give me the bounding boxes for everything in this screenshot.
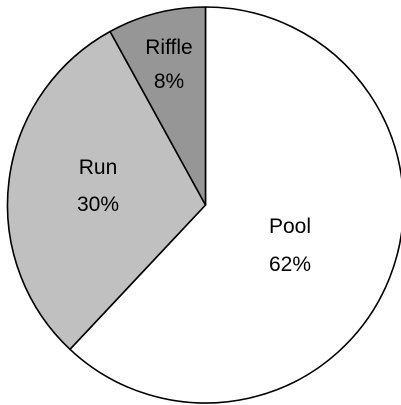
slice-value-pool: 62% [269, 253, 311, 276]
slice-value-run: 30% [77, 193, 119, 216]
slice-value-riffle: 8% [154, 70, 184, 93]
slice-label-riffle: Riffle [145, 36, 192, 59]
slice-label-run: Run [79, 156, 118, 179]
pie-slice-pool [69, 6, 401, 404]
pie-labels: Pool 62% Run 30% Riffle 8% [77, 36, 311, 276]
pie-slices [6, 6, 401, 404]
pie-slice-run [6, 30, 207, 351]
slice-label-pool: Pool [269, 215, 311, 238]
pie-slice-riffle [109, 6, 207, 206]
